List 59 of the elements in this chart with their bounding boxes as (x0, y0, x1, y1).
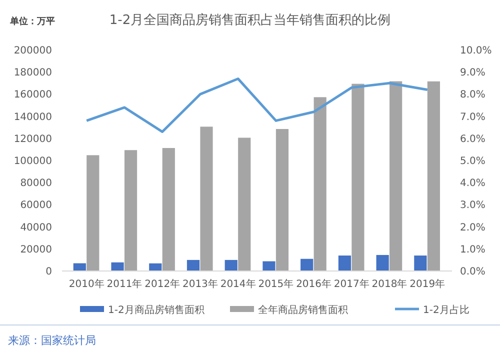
legend-label: 1-2月商品房销售面积 (108, 304, 204, 316)
bar (427, 81, 440, 271)
y-tick-label: 120000 (14, 134, 52, 145)
bar (414, 256, 427, 271)
y2-tick-label: 6.0% (460, 134, 486, 145)
y-tick-label: 160000 (14, 90, 52, 101)
x-tick-label: 2016年 (296, 278, 332, 290)
line-series (85, 77, 429, 134)
x-tick-label: 2017年 (334, 278, 370, 290)
x-tick-label: 2015年 (258, 278, 294, 290)
y-tick-label: 80000 (20, 178, 52, 190)
bar (224, 260, 238, 271)
y2-tick-label: 10.0% (460, 46, 492, 56)
chart-title: 1-2月全国商品房销售面积占当年销售面积的比例 (109, 12, 391, 28)
bar (186, 260, 200, 271)
bar (111, 262, 124, 271)
bar (376, 254, 389, 271)
source-note: 来源：国家统计局 (8, 334, 96, 347)
bar (238, 138, 251, 271)
y2-tick-label: 2.0% (460, 222, 486, 234)
bar (86, 155, 100, 271)
y2-tick-label: 0.0% (460, 266, 486, 278)
y-tick-label: 180000 (14, 68, 52, 79)
y2-tick-label: 4.0% (460, 178, 486, 190)
legend-label: 全年商品房销售面积 (258, 304, 348, 316)
y-tick-label: 20000 (20, 244, 52, 256)
y2-tick-label: 1.0% (460, 244, 486, 256)
y-tick-label: 100000 (14, 156, 52, 167)
x-tick-label: 2019年 (410, 278, 446, 290)
bar (300, 258, 314, 271)
y-tick-label: 0 (46, 266, 52, 278)
y2-tick-label: 3.0% (460, 200, 486, 212)
bar (149, 263, 162, 271)
bar (162, 148, 175, 271)
y2-tick-label: 8.0% (460, 90, 486, 101)
y2-tick-label: 5.0% (460, 156, 486, 167)
x-tick-label: 2010年 (68, 278, 104, 290)
x-tick-label: 2011年 (106, 278, 142, 290)
bar (200, 126, 213, 271)
y2-tick-label: 7.0% (460, 112, 486, 123)
y-tick-label: 140000 (14, 112, 52, 123)
legend-label: 1-2月占比 (423, 304, 470, 316)
y-tick-label: 40000 (20, 222, 52, 234)
y-axis-title: 单位：万平 (9, 16, 55, 27)
x-tick-label: 2013年 (182, 278, 218, 290)
bar (390, 81, 402, 271)
bar (124, 150, 138, 271)
bar (73, 263, 86, 271)
bar (352, 84, 364, 271)
bar (262, 261, 276, 271)
x-tick-label: 2014年 (220, 278, 256, 290)
y-tick-label: 200000 (14, 46, 52, 56)
y2-tick-label: 9.0% (460, 68, 486, 79)
x-tick-label: 2018年 (372, 278, 408, 290)
bar (338, 256, 351, 271)
y-tick-label: 60000 (20, 200, 52, 212)
x-tick-label: 2012年 (144, 278, 180, 290)
bar (314, 97, 326, 271)
bar (276, 129, 289, 271)
